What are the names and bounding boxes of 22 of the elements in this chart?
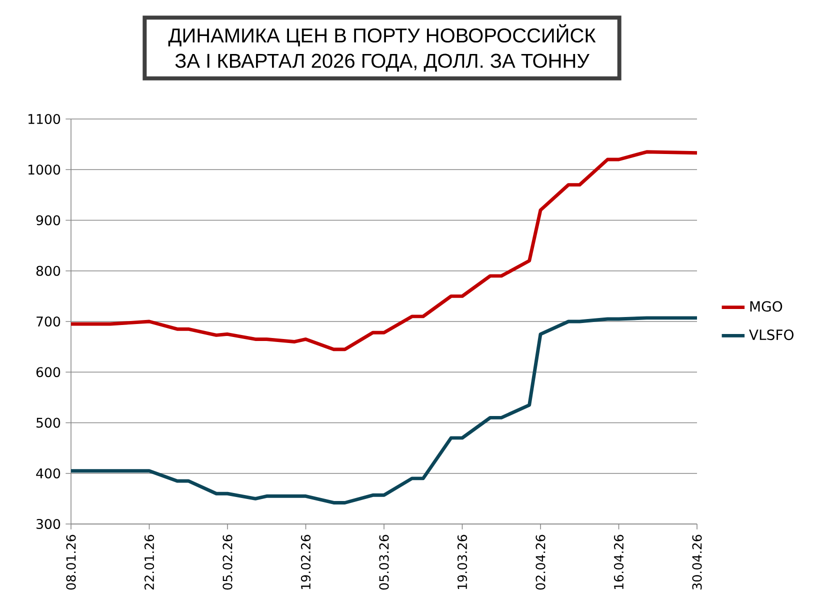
line-series xyxy=(69,150,699,352)
y-tick-label: 1000 xyxy=(28,164,60,175)
x-tick-label: 02.04.26 xyxy=(536,534,546,590)
x-tick-label: 19.02.26 xyxy=(300,534,311,590)
x-tick-label: 08.01.26 xyxy=(66,534,76,590)
y-tick-label: 800 xyxy=(36,266,60,276)
y-tick-label: 1100 xyxy=(28,114,60,124)
x-tick-label: 22.01.26 xyxy=(144,534,154,590)
chart-title: ДИНАМИКА ЦЕН В ПОРТУ НОВОРОССИЙСК ЗА I КВАРТАЛ 2026 ГОДА, ДОЛЛ. ЗА ТОННУ xyxy=(168,24,596,72)
x-tick-label: 16.04.26 xyxy=(614,534,624,590)
legend-label: MGO xyxy=(750,301,782,312)
x-tick-label: 05.03.26 xyxy=(379,534,389,590)
y-tick-label: 600 xyxy=(36,367,60,378)
legend-label: VLSFO xyxy=(749,329,794,340)
y-tick-label: 300 xyxy=(36,518,60,530)
x-tick-label: 05.02.26 xyxy=(222,534,232,590)
x-tick-label: 30.04.26 xyxy=(692,534,702,590)
y-tick-label: 900 xyxy=(36,215,60,226)
y-tick-label: 500 xyxy=(36,418,60,428)
y-tick-label: 700 xyxy=(36,316,60,327)
y-tick-label: 400 xyxy=(36,468,60,478)
x-tick-label: 19.03.26 xyxy=(457,534,468,590)
